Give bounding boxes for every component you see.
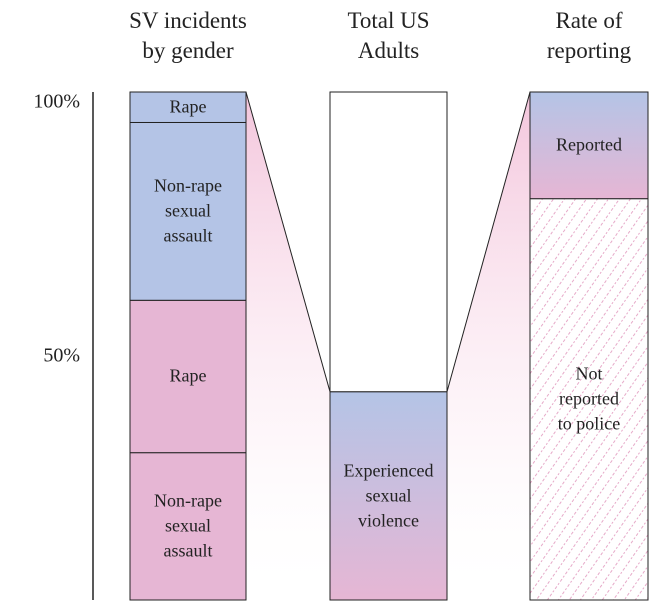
column-title: Total US Adults — [347, 8, 430, 63]
connector-line — [446, 91, 531, 392]
connector — [447, 92, 530, 600]
bar-segment — [129, 121, 247, 301]
segment-label: Rape — [169, 365, 207, 386]
segment-label: Non-rape sexual assault — [154, 175, 222, 246]
bar-segment — [329, 91, 448, 393]
bar-segment — [329, 391, 448, 601]
column-title: SV incidents by gender — [129, 8, 247, 63]
connector — [246, 92, 330, 600]
segment-label: Experienced sexual violence — [343, 460, 434, 531]
segment-label: Rape — [169, 96, 207, 117]
segment-label: Non-rape sexual assault — [154, 490, 222, 561]
y-tick-label: 100% — [33, 90, 80, 113]
bar-segment — [529, 198, 649, 601]
segment-label: Reported — [556, 134, 622, 155]
segment-label: Not reported to police — [557, 363, 621, 434]
bar-segment — [129, 452, 247, 601]
column-title: Rate of reporting — [546, 8, 632, 63]
bar-segment — [529, 91, 649, 200]
bar-segment — [129, 91, 247, 123]
connector-line — [245, 91, 331, 392]
y-tick-label: 50% — [43, 344, 80, 367]
